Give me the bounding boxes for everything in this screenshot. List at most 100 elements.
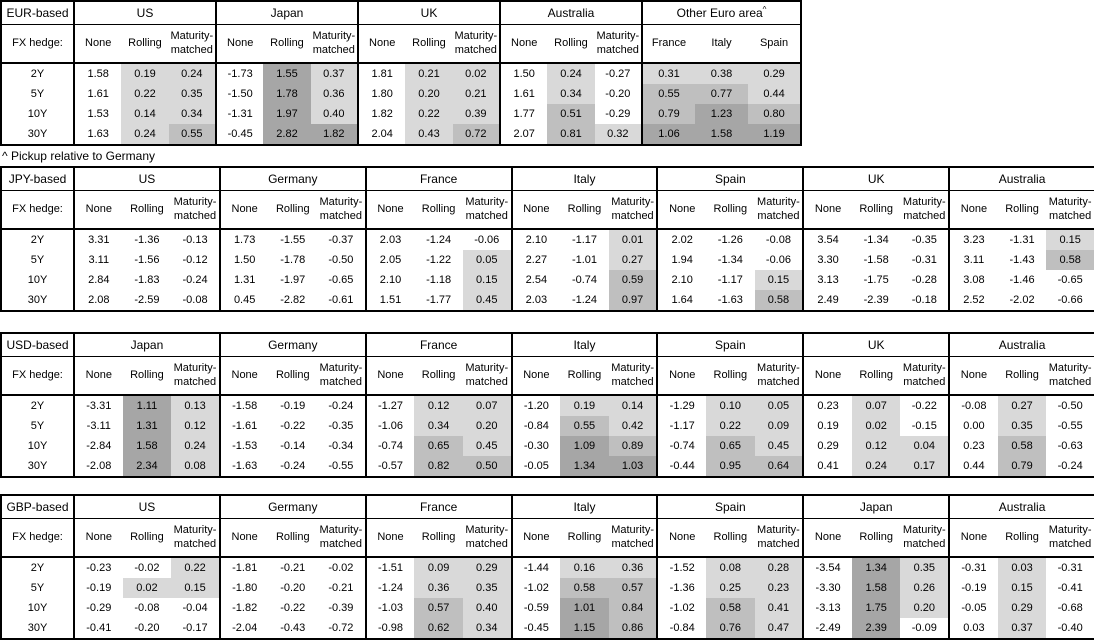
value-cell: -1.58 [863, 254, 889, 266]
value-cell: 0.16 [560, 557, 609, 578]
value-cell: 2.34 [122, 456, 172, 477]
hedge-column-header: Rolling [268, 518, 318, 558]
value-cell: -0.08 [948, 395, 998, 416]
value-cell: 0.09 [754, 416, 804, 436]
value-cell: -1.78 [280, 254, 306, 266]
value-cell: -0.84 [510, 416, 561, 436]
value-cell: 0.57 [608, 578, 658, 598]
value-cell: 0.58 [560, 578, 609, 598]
value-cell: 0.24 [171, 436, 220, 456]
value-cell: 0.59 [608, 270, 658, 290]
value-cell: 1.15 [560, 618, 609, 639]
value-cell: 0.36 [414, 578, 463, 598]
value-cell: -1.81 [218, 557, 269, 578]
value-cell: -0.72 [328, 622, 354, 634]
value-cell: -0.43 [280, 622, 306, 634]
value-cell: 0.15 [171, 578, 220, 598]
hedge-column-header: None [510, 356, 561, 396]
value-cell: -3.11 [73, 416, 123, 436]
value-cell: -0.20 [134, 622, 160, 634]
hedge-column-header: Italy [695, 24, 749, 64]
value-cell: 0.45 [754, 436, 804, 456]
hedge-column-header: Rolling [560, 518, 609, 558]
hedge-column-header: Rolling [414, 190, 463, 230]
value-cell: -1.55 [280, 234, 306, 246]
value-cell: 0.29 [748, 63, 802, 84]
value-cell: 1.80 [356, 84, 406, 104]
value-cell: 0.27 [997, 395, 1047, 416]
tenor-label: 30Y [27, 128, 48, 140]
hedge-column-header: None [948, 356, 998, 396]
hedge-column-header: None [356, 24, 406, 64]
value-cell: -1.34 [863, 234, 889, 246]
value-cell: -0.20 [605, 88, 631, 100]
value-cell: 1.51 [364, 290, 415, 311]
hedge-column-header: Maturity-matched [462, 190, 512, 230]
value-cell: -1.51 [364, 557, 415, 578]
value-cell: 3.31 [73, 229, 123, 250]
jpy-based-table: JPY-based US Germany France Italy Spain UK Aust… [0, 166, 1094, 312]
value-cell: 0.05 [462, 250, 512, 270]
value-cell: 1.58 [695, 124, 749, 145]
value-cell: 0.40 [462, 598, 512, 618]
value-cell: 1.31 [122, 416, 172, 436]
hedge-column-header: Rolling [122, 356, 172, 396]
hedge-column-header: Maturity-matched [452, 24, 500, 64]
value-cell: -1.17 [571, 234, 598, 246]
value-cell: -2.02 [1009, 294, 1035, 306]
hedge-column-header: None [73, 190, 123, 230]
country-header: France [364, 167, 512, 191]
value-cell: 0.35 [168, 84, 216, 104]
value-cell: -0.22 [911, 400, 937, 412]
value-cell: 3.08 [948, 270, 998, 290]
hedge-column-header: Rolling [560, 190, 609, 230]
hedge-column-header: Rolling [405, 24, 453, 64]
value-cell: 0.04 [900, 436, 950, 456]
value-cell: 1.06 [641, 124, 696, 145]
value-cell: 0.44 [748, 84, 802, 104]
value-cell: -0.31 [911, 254, 937, 266]
value-cell: 0.07 [851, 395, 901, 416]
hedge-column-header: Rolling [268, 190, 318, 230]
hedge-column-header: Maturity-matched [1046, 190, 1094, 230]
value-cell: 0.20 [900, 598, 950, 618]
hedge-column-header: Rolling [263, 24, 311, 64]
value-cell: -0.50 [1057, 400, 1083, 412]
value-cell: 1.50 [218, 250, 269, 270]
value-cell: 2.04 [356, 124, 406, 145]
hedge-column-header: None [218, 190, 269, 230]
value-cell: 2.05 [364, 250, 415, 270]
value-cell: -0.18 [911, 294, 937, 306]
value-cell: -1.56 [134, 254, 160, 266]
value-cell: 0.82 [414, 456, 463, 477]
value-cell: -0.31 [1057, 562, 1083, 574]
value-cell: 0.22 [121, 84, 169, 104]
value-cell: -1.29 [656, 395, 707, 416]
value-cell: 0.86 [608, 618, 658, 639]
hedge-column-header: Rolling [547, 24, 595, 64]
value-cell: 2.54 [510, 270, 561, 290]
hedge-column-header: Maturity-matched [1046, 356, 1094, 396]
hedge-column-header: Rolling [997, 356, 1047, 396]
value-cell: 3.11 [73, 250, 123, 270]
value-cell: -0.23 [73, 557, 123, 578]
hedge-column-header: None [214, 24, 264, 64]
panel-table: JPY-based US Germany France Italy Spain UK Aust… [0, 166, 1094, 312]
fx-hedge-label: FX hedge: [1, 190, 74, 230]
value-cell: 2.49 [802, 290, 852, 311]
tenor-label: 5Y [30, 88, 45, 100]
hedge-column-header: Maturity-matched [171, 190, 220, 230]
hedge-column-header: Rolling [851, 356, 901, 396]
value-cell: -1.82 [218, 598, 269, 618]
hedge-column-header: France [641, 24, 696, 64]
hedge-column-header: None [218, 518, 269, 558]
value-cell: 0.14 [608, 395, 658, 416]
value-cell: -0.19 [280, 400, 306, 412]
country-header: Other Euro area^ [641, 1, 802, 25]
value-cell: 1.82 [310, 124, 358, 145]
value-cell: -0.61 [328, 294, 354, 306]
country-header: UK [802, 167, 950, 191]
value-cell: 2.03 [510, 290, 561, 311]
value-cell: 0.03 [997, 557, 1047, 578]
value-cell: 1.58 [122, 436, 172, 456]
